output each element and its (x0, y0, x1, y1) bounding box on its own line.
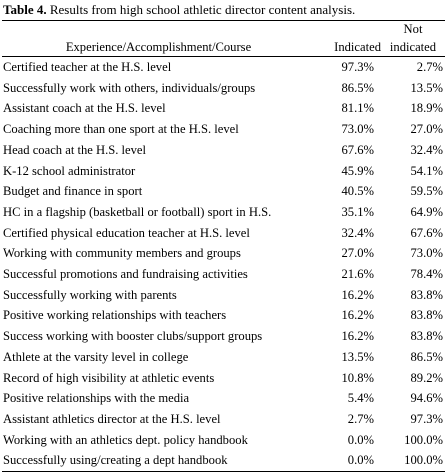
row-not-indicated: 97.3% (410, 411, 443, 426)
table-row: Athlete at the varsity level in college 1… (2, 347, 445, 368)
header-indicated: Indicated (315, 38, 381, 57)
table-row: Positive working relationships with teac… (2, 305, 445, 326)
row-indicated: 2.7% (347, 411, 374, 426)
table-row: Working with community members and group… (2, 243, 445, 264)
row-indicated: 16.2% (341, 329, 374, 344)
table-row: Success working with booster clubs/suppo… (2, 326, 445, 347)
row-not-indicated: 2.7% (416, 60, 443, 74)
row-indicated: 0.0% (315, 450, 381, 472)
table-caption-label: Table 4. (3, 2, 47, 17)
table-row: Budget and finance in sport 40.5% 59.5% (2, 181, 445, 202)
row-not-indicated: 94.6% (410, 391, 443, 406)
row-label: Coaching more than one sport at the H.S.… (3, 122, 239, 137)
table-caption-text: Results from high school athletic direct… (46, 2, 356, 17)
row-label: Positive relationships with the media (3, 391, 190, 406)
row-label: Successfully working with parents (3, 287, 177, 302)
row-indicated: 73.0% (341, 122, 374, 137)
row-label: Positive working relationships with teac… (3, 308, 227, 323)
row-label: Certified physical education teacher at … (3, 225, 250, 240)
row-label: Assistant athletics director at the H.S.… (3, 411, 221, 426)
row-not-indicated: 89.2% (410, 370, 443, 385)
row-label: Working with an athletics dept. policy h… (3, 432, 248, 447)
header-not-indicated-line1: Not (381, 20, 445, 38)
table-row: Certified physical education teacher at … (2, 223, 445, 244)
row-not-indicated: 54.1% (410, 163, 443, 178)
row-not-indicated: 64.9% (410, 204, 443, 219)
row-not-indicated: 83.8% (410, 308, 443, 323)
row-indicated: 16.2% (341, 308, 374, 323)
table-row: HC in a flagship (basketball or football… (2, 202, 445, 223)
table-row: Working with an athletics dept. policy h… (2, 430, 445, 451)
row-not-indicated: 83.8% (410, 287, 443, 302)
row-not-indicated: 100.0% (404, 432, 443, 447)
row-label: Budget and finance in sport (3, 184, 143, 199)
row-label: Working with community members and group… (3, 246, 241, 261)
row-not-indicated: 67.6% (410, 225, 443, 240)
table-header: Not Experience/Accomplishment/Course Ind… (2, 20, 445, 57)
table-row: K-12 school administrator 45.9% 54.1% (2, 161, 445, 182)
row-not-indicated: 27.0% (410, 122, 443, 137)
row-indicated: 21.6% (341, 267, 374, 282)
row-label: Assistant coach at the H.S. level (3, 101, 166, 116)
table-row: Successful promotions and fundraising ac… (2, 264, 445, 285)
row-indicated: 45.9% (341, 163, 374, 178)
row-label: Athlete at the varsity level in college (3, 349, 189, 364)
row-indicated: 35.1% (341, 204, 374, 219)
row-label: Head coach at the H.S. level (3, 142, 147, 157)
row-not-indicated: 86.5% (410, 349, 443, 364)
row-indicated: 13.5% (341, 349, 374, 364)
row-indicated: 67.6% (341, 142, 374, 157)
row-label: HC in a flagship (basketball or football… (3, 204, 272, 219)
row-label: K-12 school administrator (3, 163, 136, 178)
row-label: Success working with booster clubs/suppo… (3, 329, 263, 344)
row-label: Successfully using/creating a dept handb… (2, 450, 315, 472)
row-label: Certified teacher at the H.S. level (3, 60, 172, 74)
table-row: Positive relationships with the media 5.4… (2, 388, 445, 409)
header-experience: Experience/Accomplishment/Course (2, 38, 315, 57)
table-row: Successfully work with others, individua… (2, 78, 445, 99)
header-not-indicated-line2: indicated (381, 38, 445, 57)
row-indicated: 86.5% (341, 80, 374, 95)
table-row: Coaching more than one sport at the H.S.… (2, 119, 445, 140)
row-not-indicated: 59.5% (410, 184, 443, 199)
row-not-indicated: 18.9% (410, 101, 443, 116)
table-row: Assistant athletics director at the H.S.… (2, 409, 445, 430)
row-indicated: 97.3% (341, 60, 374, 74)
table-row: Head coach at the H.S. level 67.6% 32.4% (2, 140, 445, 161)
table-row: Record of high visibility at athletic ev… (2, 368, 445, 389)
row-indicated: 27.0% (341, 246, 374, 261)
row-indicated: 10.8% (341, 370, 374, 385)
row-not-indicated: 32.4% (410, 142, 443, 157)
row-label: Record of high visibility at athletic ev… (3, 370, 215, 385)
row-label: Successfully work with others, individua… (3, 80, 256, 95)
row-not-indicated: 100.0% (381, 450, 445, 472)
row-indicated: 40.5% (341, 184, 374, 199)
row-not-indicated: 78.4% (410, 267, 443, 282)
row-not-indicated: 13.5% (410, 80, 443, 95)
table-body: Certified teacher at the H.S. level 97.3%… (2, 57, 445, 472)
row-indicated: 32.4% (341, 225, 374, 240)
row-indicated: 0.0% (347, 432, 374, 447)
table-row: Certified teacher at the H.S. level 97.3%… (2, 57, 445, 78)
table-caption: Table 4. Results from high school athlet… (2, 0, 445, 20)
table-row: Successfully working with parents 16.2% 83… (2, 285, 445, 306)
table-row: Assistant coach at the H.S. level 81.1% 18… (2, 98, 445, 119)
row-not-indicated: 73.0% (410, 246, 443, 261)
row-indicated: 5.4% (347, 391, 374, 406)
table-row: Successfully using/creating a dept handb… (2, 450, 445, 472)
row-indicated: 81.1% (341, 101, 374, 116)
row-not-indicated: 83.8% (410, 329, 443, 344)
results-table: Not Experience/Accomplishment/Course Ind… (2, 20, 445, 472)
row-indicated: 16.2% (341, 287, 374, 302)
row-label: Successful promotions and fundraising ac… (3, 267, 248, 282)
